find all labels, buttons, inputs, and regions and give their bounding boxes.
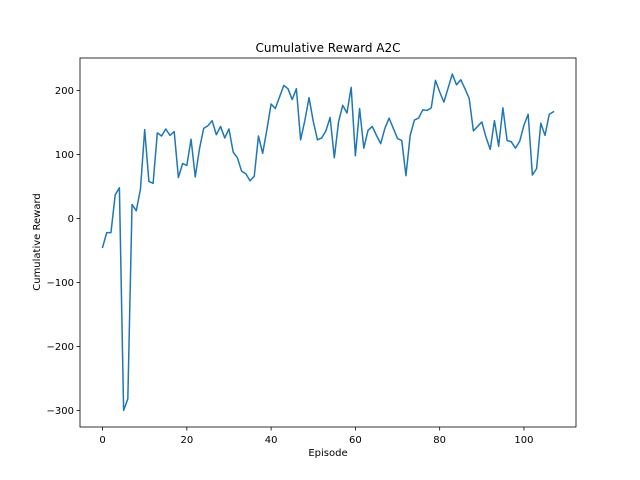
- x-tick-label: 80: [433, 435, 446, 446]
- plot-frame: [79, 57, 577, 428]
- y-tick-label: −100: [47, 278, 74, 289]
- plot-area: [101, 73, 555, 412]
- x-tick-label: 60: [349, 435, 362, 446]
- series-line-0: [101, 73, 555, 412]
- chart-title: Cumulative Reward A2C: [255, 41, 400, 55]
- y-axis-label: Cumulative Reward: [32, 193, 43, 291]
- x-axis: 0 20 40 60 80 100: [99, 427, 534, 446]
- y-tick-label: 0: [68, 214, 74, 225]
- y-tick-label: 100: [55, 150, 74, 161]
- y-tick-label: 200: [55, 86, 74, 97]
- x-tick-label: 20: [180, 435, 193, 446]
- x-tick-label: 100: [514, 435, 533, 446]
- y-tick-label: −300: [47, 406, 74, 417]
- y-axis: −300 −200 −100 0 100 200: [47, 86, 80, 417]
- y-tick-label: −200: [47, 342, 74, 353]
- x-axis-label: Episode: [308, 448, 347, 459]
- x-tick-label: 0: [99, 435, 105, 446]
- x-tick-label: 40: [265, 435, 278, 446]
